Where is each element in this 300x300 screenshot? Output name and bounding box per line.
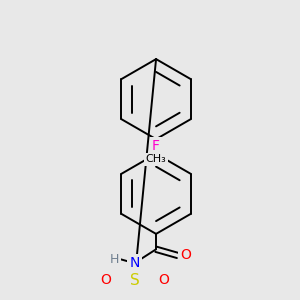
Text: O: O xyxy=(158,273,169,287)
Text: F: F xyxy=(152,139,160,153)
Text: H: H xyxy=(110,253,119,266)
Text: N: N xyxy=(129,256,140,270)
Text: O: O xyxy=(180,248,191,262)
Text: O: O xyxy=(100,273,111,287)
Text: S: S xyxy=(130,273,140,288)
Text: CH₃: CH₃ xyxy=(146,154,166,164)
